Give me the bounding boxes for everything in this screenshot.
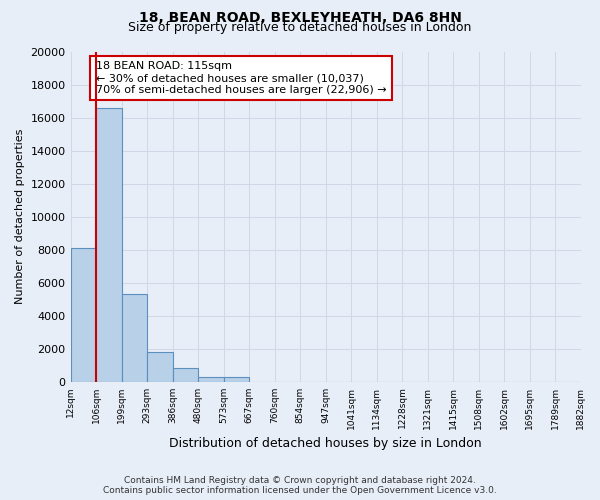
Bar — [71, 248, 96, 382]
X-axis label: Distribution of detached houses by size in London: Distribution of detached houses by size … — [169, 437, 482, 450]
Text: 18 BEAN ROAD: 115sqm
← 30% of detached houses are smaller (10,037)
70% of semi-d: 18 BEAN ROAD: 115sqm ← 30% of detached h… — [96, 62, 386, 94]
Bar — [96, 108, 122, 382]
Text: Size of property relative to detached houses in London: Size of property relative to detached ho… — [128, 22, 472, 35]
Bar — [198, 376, 224, 382]
Y-axis label: Number of detached properties: Number of detached properties — [15, 129, 25, 304]
Bar — [147, 352, 173, 382]
Text: 18, BEAN ROAD, BEXLEYHEATH, DA6 8HN: 18, BEAN ROAD, BEXLEYHEATH, DA6 8HN — [139, 11, 461, 25]
Text: Contains HM Land Registry data © Crown copyright and database right 2024.
Contai: Contains HM Land Registry data © Crown c… — [103, 476, 497, 495]
Bar — [122, 294, 147, 382]
Bar — [224, 376, 249, 382]
Bar — [173, 368, 198, 382]
